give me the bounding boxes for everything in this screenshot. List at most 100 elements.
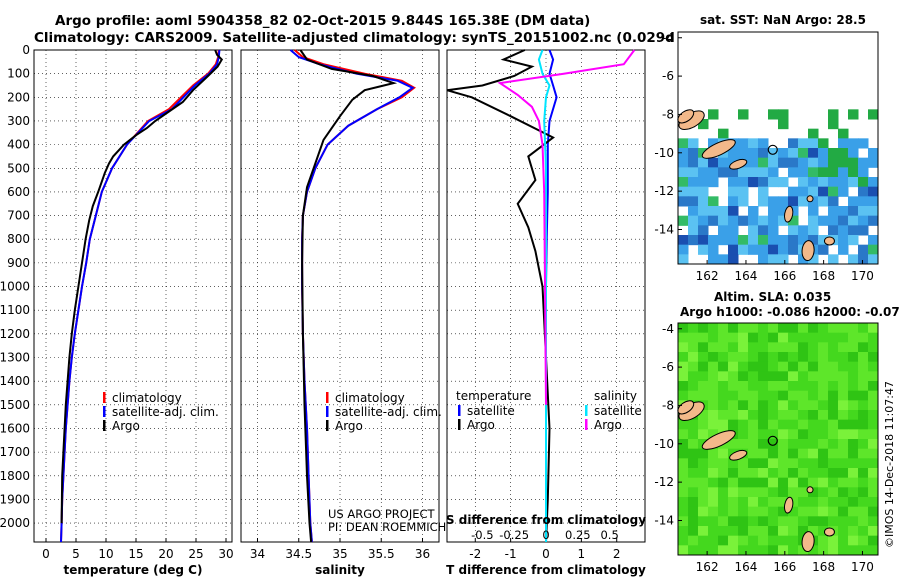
sla_map-cell	[818, 516, 829, 527]
sla_map-cell	[818, 545, 829, 556]
sla_map-cell	[778, 361, 789, 372]
sla_map-cell	[808, 487, 819, 498]
sla_map-cell	[708, 448, 719, 459]
sla_map-cell	[858, 487, 869, 498]
sla_map-cell	[848, 448, 859, 459]
sla_map-cell	[808, 545, 819, 556]
sla_map-cell	[858, 381, 869, 392]
sst_map-cell	[868, 157, 879, 168]
sla_map-cell	[768, 506, 779, 517]
sla_map-cell	[868, 487, 879, 498]
sst_map-cell	[848, 254, 859, 265]
sst_map-cell	[688, 157, 699, 168]
sst_map-cell	[858, 206, 869, 217]
temperature-xtick-label: 5	[72, 547, 80, 561]
sst_map-cell	[868, 206, 879, 217]
sla_map-cell	[768, 468, 779, 479]
temperature-ytick-label: 0	[22, 43, 30, 57]
sst_map-cell	[848, 167, 859, 178]
sla_map-cell	[858, 516, 869, 527]
sla_map-cell	[868, 361, 879, 372]
sst_map-cell	[828, 254, 839, 265]
sla_map-cell	[788, 332, 799, 343]
sst_map-cell	[748, 157, 759, 168]
sst_map-xtick-label: 166	[773, 269, 796, 283]
sla_map-cell	[688, 477, 699, 488]
sla_map-cell	[808, 468, 819, 479]
sla_map-cell	[868, 390, 879, 401]
sla_map-cell	[678, 497, 689, 508]
sst_map-cell	[778, 244, 789, 255]
sla_map-cell	[678, 429, 689, 440]
sla_map-xtick-label: 170	[851, 560, 874, 574]
sla_map-cell	[838, 342, 849, 353]
sla_map-cell	[778, 448, 789, 459]
sla_map-cell	[768, 400, 779, 411]
sst_map-cell	[678, 186, 689, 197]
sla_map-xtick-label: 166	[773, 560, 796, 574]
sla_map-cell	[688, 468, 699, 479]
sla_map-cell	[868, 545, 879, 556]
sla_map-cell	[818, 439, 829, 450]
sla_map-cell	[728, 332, 739, 343]
sst_map-cell	[678, 215, 689, 226]
sst_map-cell	[838, 167, 849, 178]
sla_map-cell	[708, 400, 719, 411]
sst_map-cell	[768, 196, 779, 207]
sst_map-cell	[818, 244, 829, 255]
sla_map-cell	[678, 390, 689, 401]
sla_map-ytick-label: -14	[654, 513, 674, 527]
sla_map-xtick-label: 162	[696, 560, 719, 574]
sla_map-cell	[848, 516, 859, 527]
temperature-ytick-label: 400	[7, 138, 30, 152]
temperature-xlabel: temperature (deg C)	[64, 563, 203, 577]
sst_map-cell	[868, 244, 879, 255]
sst_map-cell	[808, 196, 819, 207]
sla_map-cell	[838, 506, 849, 517]
sla_map-cell	[748, 390, 759, 401]
sla_map-cell	[778, 323, 789, 334]
sla_map-cell	[818, 506, 829, 517]
sla_map-cell	[778, 506, 789, 517]
sst_map-cell	[858, 225, 869, 236]
sla_map-cell	[758, 516, 769, 527]
sst_map-cell	[848, 235, 859, 246]
sst_map-cell	[838, 244, 849, 255]
sla_map-cell	[688, 487, 699, 498]
sla_map-cell	[778, 381, 789, 392]
sla_map-cell	[788, 516, 799, 527]
sla_map-cell	[758, 342, 769, 353]
sst_map-cell	[808, 225, 819, 236]
sla_map-cell	[728, 506, 739, 517]
salinity-legend-label: Argo	[335, 419, 363, 433]
sst_map-cell	[698, 235, 709, 246]
sla_map-cell	[748, 458, 759, 469]
sst_map-cell	[868, 196, 879, 207]
salinity-xtick-label: 35.5	[368, 547, 395, 561]
sla_map-cell	[838, 448, 849, 459]
sla_map-cell	[848, 477, 859, 488]
sla_map-cell	[788, 477, 799, 488]
sla_map-cell	[848, 429, 859, 440]
sla_map-cell	[788, 545, 799, 556]
sla_map-cell	[738, 439, 749, 450]
temperature-ytick-label: 500	[7, 161, 30, 175]
sla_map-cell	[818, 487, 829, 498]
sla_map-cell	[778, 458, 789, 469]
sst_map-cell	[728, 148, 739, 159]
sla_map-cell	[738, 497, 749, 508]
sla_map-cell	[748, 381, 759, 392]
sst_map-cell	[718, 215, 729, 226]
sst_map-cell	[708, 157, 719, 168]
sst_map-cell	[738, 186, 749, 197]
temperature-ytick-label: 1700	[0, 445, 30, 459]
sst_map-cell	[788, 148, 799, 159]
sst_map-xtick-label: 164	[735, 269, 758, 283]
sla_map-cell	[808, 477, 819, 488]
sst_map-cell	[728, 235, 739, 246]
sla_map-cell	[688, 439, 699, 450]
sla_map-cell	[718, 535, 729, 546]
sla_map-cell	[868, 535, 879, 546]
sla_map-cell	[698, 342, 709, 353]
